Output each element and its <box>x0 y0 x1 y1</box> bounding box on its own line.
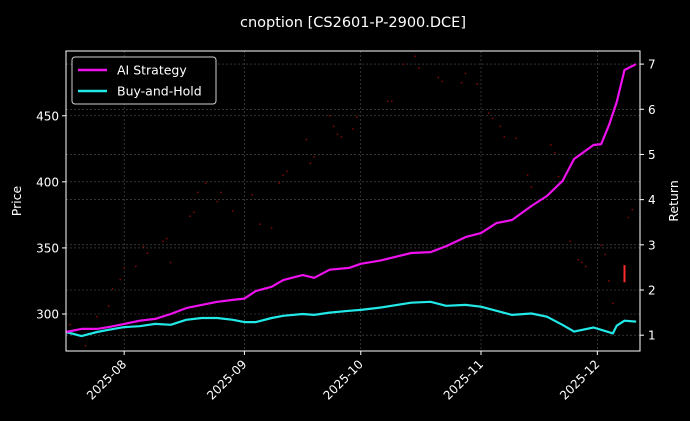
price-point <box>402 63 405 66</box>
price-point <box>328 114 331 117</box>
price-point <box>608 280 610 282</box>
legend-box <box>71 56 217 105</box>
price-point <box>557 175 560 178</box>
price-point <box>193 211 195 214</box>
price-point <box>460 81 463 84</box>
price-point <box>84 344 87 347</box>
price-point <box>464 72 467 75</box>
y2-tick-label: 3 <box>648 238 656 252</box>
price-point <box>305 138 308 141</box>
price-point <box>270 227 273 229</box>
price-point <box>476 83 479 85</box>
x-tick-label: 2025-09 <box>204 357 249 402</box>
price-point <box>96 315 98 318</box>
price-point <box>204 182 207 185</box>
x-tick-label: 2025-11 <box>441 357 486 402</box>
price-point <box>251 194 254 196</box>
price-point <box>553 151 556 154</box>
price-point <box>549 143 552 146</box>
y2-tick-label: 5 <box>648 148 656 162</box>
y2-tick-label: 2 <box>648 284 656 298</box>
price-point <box>146 252 149 255</box>
price-point <box>627 216 630 219</box>
grid <box>66 51 640 351</box>
price-point <box>336 133 339 136</box>
price-point <box>418 67 420 70</box>
x-axis: 2025-08 2025-09 2025-10 2025-11 2025-12 <box>84 351 602 403</box>
x-tick-label: 2025-08 <box>84 357 129 402</box>
y-axis-label: Price <box>9 185 24 216</box>
price-point <box>286 170 288 173</box>
y-tick-label: 350 <box>36 241 59 255</box>
price-point <box>569 240 572 243</box>
price-point <box>220 191 223 194</box>
price-point <box>499 125 502 128</box>
x-tick-label: 2025-10 <box>321 357 366 402</box>
legend-label-buy-and-hold: Buy-and-Hold <box>117 84 202 99</box>
price-point <box>134 265 137 268</box>
price-point <box>604 253 606 256</box>
plot-marks <box>65 55 641 347</box>
price-point <box>340 136 343 138</box>
chart-title: cnoption [CS2601-P-2900.DCE] <box>240 15 466 31</box>
price-point <box>611 302 614 305</box>
price-point <box>577 258 579 261</box>
price-point <box>530 186 533 189</box>
y2-tick-label: 7 <box>648 58 656 72</box>
price-point <box>491 117 494 120</box>
price-point <box>600 244 603 247</box>
price-point <box>390 100 393 103</box>
price-point <box>526 174 529 177</box>
price-point <box>487 112 490 115</box>
price-point <box>313 155 316 158</box>
price-point <box>437 76 440 79</box>
price-point <box>169 261 172 264</box>
price-point <box>123 266 126 269</box>
price-point <box>231 210 234 212</box>
legend-label-ai-strategy: AI Strategy <box>117 63 187 78</box>
price-point <box>165 237 168 240</box>
price-point <box>352 128 354 130</box>
price-point <box>278 182 281 185</box>
price-point <box>414 55 416 58</box>
price-point <box>162 240 164 243</box>
ai-strategy-line <box>65 63 637 334</box>
y-axis-price: 300 350 400 450 <box>36 109 66 321</box>
price-point <box>282 174 285 177</box>
legend: AI Strategy Buy-and-Hold <box>71 56 217 105</box>
price-point <box>580 261 583 264</box>
price-point <box>355 116 358 118</box>
y2-tick-label: 1 <box>648 329 656 343</box>
price-point <box>111 287 114 290</box>
price-point <box>514 137 517 140</box>
price-point <box>216 200 219 203</box>
price-point <box>503 136 506 138</box>
y2-axis-label: Return <box>666 180 681 221</box>
y-tick-label: 300 <box>36 307 59 321</box>
y2-tick-label: 6 <box>648 103 656 117</box>
price-point <box>196 191 199 194</box>
y2-tick-label: 4 <box>648 193 656 207</box>
price-point <box>332 125 335 128</box>
price-point <box>309 162 312 165</box>
y-axis-return: 1 2 3 4 5 6 7 <box>640 58 656 343</box>
y-tick-label: 450 <box>36 109 59 123</box>
y-tick-label: 400 <box>36 175 59 189</box>
price-point <box>441 80 444 83</box>
price-point <box>68 323 71 326</box>
x-tick-label: 2025-12 <box>557 357 602 402</box>
plot-frame <box>65 50 641 352</box>
price-point <box>107 305 110 307</box>
price-point <box>631 208 634 211</box>
price-point <box>387 100 389 103</box>
price-point <box>584 265 587 268</box>
price-point <box>189 215 192 218</box>
buy-and-hold-line <box>65 300 637 338</box>
price-point <box>259 223 261 226</box>
price-point <box>119 278 122 281</box>
price-point <box>142 245 145 248</box>
